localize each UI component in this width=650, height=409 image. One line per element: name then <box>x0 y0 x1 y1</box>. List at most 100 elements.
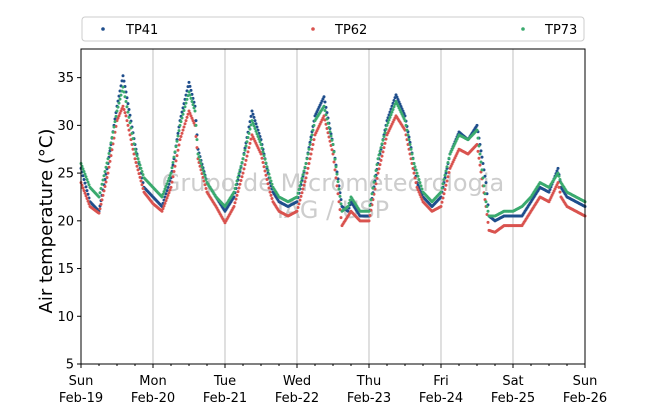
data-point <box>195 138 199 142</box>
data-point <box>268 190 272 194</box>
data-point <box>170 180 174 184</box>
data-point <box>139 179 143 183</box>
data-point <box>261 150 265 154</box>
data-point <box>241 171 245 175</box>
data-point <box>378 149 382 153</box>
data-point <box>241 157 245 161</box>
data-point <box>176 148 180 152</box>
x-tick-label-date: Feb-20 <box>131 391 175 406</box>
data-point <box>245 140 249 144</box>
data-point <box>334 176 338 180</box>
data-point <box>398 102 402 106</box>
data-point <box>333 168 337 172</box>
data-point <box>235 193 239 197</box>
data-point <box>374 168 378 172</box>
data-point <box>383 131 387 135</box>
data-point <box>106 171 110 175</box>
data-point <box>102 174 106 178</box>
data-point <box>188 111 192 115</box>
data-point <box>322 104 326 108</box>
data-point <box>335 184 339 188</box>
legend-box <box>81 16 585 42</box>
data-point <box>203 183 207 187</box>
x-tick-label-date: Feb-23 <box>347 391 391 406</box>
data-point <box>484 200 488 204</box>
data-point <box>126 102 130 106</box>
y-tick-label: 20 <box>57 214 74 229</box>
data-point <box>306 152 310 156</box>
data-point <box>169 185 173 189</box>
data-point <box>407 138 411 142</box>
data-point <box>185 97 189 101</box>
y-tick-label: 35 <box>57 71 74 86</box>
data-point <box>194 119 198 123</box>
data-point <box>264 173 268 177</box>
data-point <box>295 195 299 199</box>
data-point <box>128 133 132 137</box>
data-point <box>174 145 178 149</box>
data-point <box>86 199 90 203</box>
data-point <box>379 158 383 162</box>
data-point <box>161 192 165 196</box>
data-point <box>302 183 306 187</box>
data-point <box>312 138 316 142</box>
data-point <box>117 101 121 105</box>
data-point <box>441 182 445 186</box>
data-point <box>160 209 164 213</box>
data-point <box>258 140 262 144</box>
data-point <box>124 100 128 103</box>
data-point <box>110 136 114 140</box>
data-point <box>161 207 165 211</box>
data-point <box>238 182 242 186</box>
data-point <box>182 109 186 113</box>
data-point <box>391 107 395 111</box>
legend-label-TP62: TP62 <box>334 23 367 38</box>
data-point <box>253 127 257 131</box>
data-point <box>412 162 416 166</box>
data-point <box>121 85 125 89</box>
data-point <box>119 109 123 113</box>
data-point <box>100 198 104 202</box>
data-point <box>413 165 417 169</box>
data-point <box>191 103 195 107</box>
data-point <box>104 165 108 169</box>
data-point <box>105 161 109 165</box>
data-point <box>108 146 112 150</box>
data-point <box>101 178 105 182</box>
data-point <box>386 121 390 125</box>
data-point <box>479 160 483 164</box>
x-tick-label-day: Sun <box>69 374 94 389</box>
data-point <box>333 157 337 161</box>
data-point <box>477 144 481 148</box>
data-point <box>270 197 274 201</box>
data-point <box>394 93 398 97</box>
data-point <box>270 182 274 186</box>
data-point <box>369 198 373 202</box>
data-point <box>232 190 236 194</box>
data-point <box>382 146 386 150</box>
data-point <box>322 95 326 99</box>
data-point <box>300 176 304 180</box>
data-point <box>325 117 329 121</box>
data-point <box>413 176 417 180</box>
data-point <box>265 177 269 181</box>
data-point <box>446 160 450 164</box>
data-point <box>304 162 308 166</box>
data-point <box>480 168 484 172</box>
data-point <box>193 109 197 113</box>
data-point <box>478 163 482 167</box>
data-point <box>323 100 327 104</box>
data-point <box>305 157 309 161</box>
data-point <box>124 114 128 118</box>
data-point <box>408 142 412 146</box>
data-point <box>445 179 449 183</box>
data-point <box>242 153 246 157</box>
data-point <box>439 205 443 208</box>
data-point <box>256 135 260 138</box>
data-point <box>335 172 339 176</box>
x-tick-label-date: Feb-26 <box>563 391 607 406</box>
data-point <box>300 191 304 195</box>
data-point <box>192 121 196 125</box>
data-point <box>184 101 188 105</box>
data-point <box>134 150 138 154</box>
